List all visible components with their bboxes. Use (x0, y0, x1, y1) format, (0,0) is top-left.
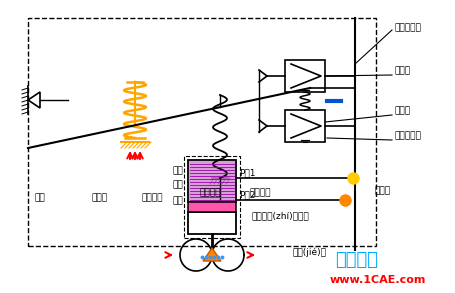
Text: 杠杆: 杠杆 (35, 193, 46, 202)
Text: 活塞式執(zhí)行機構: 活塞式執(zhí)行機構 (251, 211, 308, 220)
Bar (184, 156, 239, 238)
Text: 推桿: 推桿 (172, 196, 182, 205)
Bar (28, 18, 375, 246)
Text: 下噴嘴: 下噴嘴 (394, 106, 410, 115)
Text: 波紋管: 波紋管 (92, 193, 108, 202)
Text: 調節(jié)閥: 調節(jié)閥 (293, 248, 326, 257)
Bar (187, 202, 236, 212)
Text: 活塞: 活塞 (172, 180, 182, 189)
Text: 功率放大器: 功率放大器 (394, 23, 421, 32)
Bar (187, 212, 236, 234)
Text: P出2: P出2 (238, 190, 255, 199)
Bar (188, 161, 234, 201)
Text: 信號壓力: 信號壓力 (141, 193, 162, 202)
Bar (284, 110, 324, 142)
Polygon shape (202, 248, 221, 261)
Text: 反饋彈簧: 反饋彈簧 (199, 188, 220, 197)
Text: P出1: P出1 (238, 168, 255, 177)
Text: www.1CAE.com: www.1CAE.com (329, 275, 425, 285)
Text: 上噴嘴: 上噴嘴 (394, 66, 410, 75)
Text: 仿真在線: 仿真在線 (334, 251, 377, 269)
Text: 定位器: 定位器 (374, 186, 390, 195)
Text: 調零彈簧: 調零彈簧 (249, 188, 270, 197)
Text: 氣缸: 氣缸 (172, 166, 182, 175)
Text: 功率放大器: 功率放大器 (394, 131, 421, 140)
Bar (187, 160, 236, 202)
Bar (284, 60, 324, 92)
